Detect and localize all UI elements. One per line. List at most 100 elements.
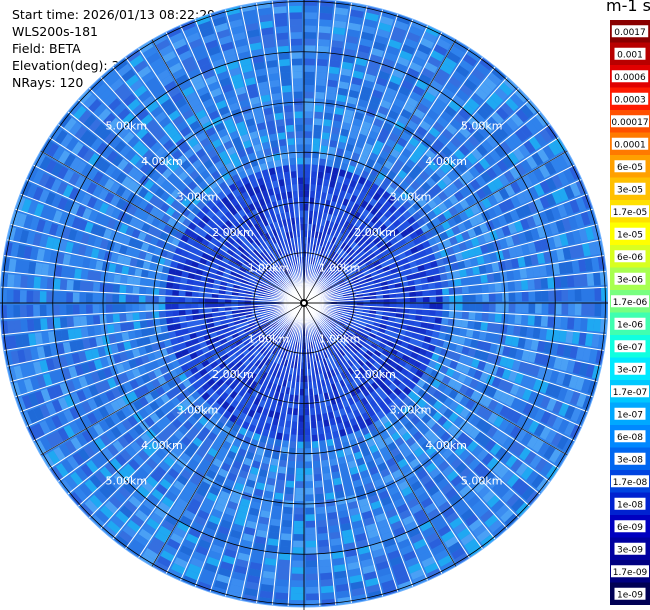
field-cell xyxy=(99,239,109,250)
field-cell xyxy=(280,269,286,277)
field-cell xyxy=(396,303,404,308)
field-cell xyxy=(311,157,319,165)
field-cell xyxy=(376,357,385,365)
field-cell xyxy=(387,401,397,411)
field-cell xyxy=(430,337,439,345)
field-cell xyxy=(236,92,248,102)
field-cell xyxy=(105,294,113,303)
field-cell xyxy=(370,206,379,216)
field-cell xyxy=(62,169,75,183)
field-cell xyxy=(316,333,321,340)
field-cell xyxy=(82,149,95,163)
field-cell xyxy=(476,405,488,417)
field-cell xyxy=(284,275,290,282)
field-cell xyxy=(225,291,233,296)
field-cell xyxy=(146,319,154,328)
field-cell xyxy=(73,316,81,328)
field-cell xyxy=(92,293,100,303)
field-cell xyxy=(146,154,159,166)
field-cell xyxy=(121,332,130,342)
field-cell xyxy=(279,72,291,80)
field-cell xyxy=(492,190,504,203)
field-cell xyxy=(147,542,162,555)
field-cell xyxy=(400,79,414,91)
field-cell xyxy=(33,203,45,218)
field-cell xyxy=(336,265,344,272)
field-cell xyxy=(290,251,295,259)
field-cell xyxy=(99,304,107,314)
field-cell xyxy=(296,368,301,376)
field-cell xyxy=(346,238,354,247)
field-cell xyxy=(312,131,321,139)
field-cell xyxy=(378,365,387,374)
field-cell xyxy=(461,157,473,169)
field-cell xyxy=(237,226,246,235)
field-cell xyxy=(398,359,408,368)
field-cell xyxy=(152,436,164,448)
field-cell xyxy=(433,97,447,110)
field-cell xyxy=(121,112,135,126)
field-cell xyxy=(36,346,46,360)
field-cell xyxy=(261,141,270,150)
field-cell xyxy=(409,91,422,102)
field-cell xyxy=(55,252,65,265)
field-cell xyxy=(247,254,255,262)
field-cell xyxy=(320,453,329,461)
field-cell xyxy=(138,408,149,420)
field-cell xyxy=(328,221,335,229)
field-cell xyxy=(373,361,382,369)
field-cell xyxy=(277,52,290,60)
field-cell xyxy=(488,303,496,312)
field-cell xyxy=(393,62,408,73)
field-cell xyxy=(409,231,418,240)
field-cell xyxy=(410,221,420,231)
field-cell xyxy=(474,349,483,359)
field-cell xyxy=(176,441,188,452)
field-cell xyxy=(97,369,107,382)
field-cell xyxy=(191,297,199,303)
field-cell xyxy=(199,63,213,74)
field-cell xyxy=(247,244,255,252)
field-cell xyxy=(118,304,126,313)
field-cell xyxy=(172,254,181,263)
field-cell xyxy=(73,268,82,280)
field-cell xyxy=(346,453,356,463)
field-cell xyxy=(128,359,138,370)
field-cell xyxy=(151,343,160,353)
field-cell xyxy=(344,276,351,282)
field-cell xyxy=(489,442,502,456)
field-cell xyxy=(397,114,409,125)
field-cell xyxy=(369,466,380,476)
field-cell xyxy=(246,479,257,489)
field-cell xyxy=(358,231,366,239)
field-cell xyxy=(436,68,450,81)
field-cell xyxy=(365,339,373,346)
field-cell xyxy=(365,323,374,329)
field-cell xyxy=(317,171,324,179)
field-cell xyxy=(260,462,270,472)
field-cell xyxy=(157,555,172,568)
field-cell xyxy=(442,506,456,519)
field-cell xyxy=(181,328,190,336)
field-cell xyxy=(213,538,227,549)
field-cell xyxy=(265,276,272,282)
field-cell xyxy=(374,219,383,228)
field-cell xyxy=(354,228,362,236)
field-cell xyxy=(242,276,250,282)
field-cell xyxy=(319,6,333,14)
field-cell xyxy=(327,72,339,81)
field-cell xyxy=(252,200,261,209)
field-cell xyxy=(271,278,279,284)
field-cell xyxy=(260,27,274,36)
field-cell xyxy=(437,524,452,537)
field-cell xyxy=(153,247,162,257)
field-cell xyxy=(317,32,331,40)
field-cell xyxy=(521,314,529,325)
field-cell xyxy=(338,81,350,90)
field-cell xyxy=(388,336,397,343)
field-cell xyxy=(292,540,304,548)
field-cell xyxy=(102,228,113,240)
field-cell xyxy=(474,87,489,101)
field-cell xyxy=(48,223,59,237)
field-cell xyxy=(195,349,204,358)
